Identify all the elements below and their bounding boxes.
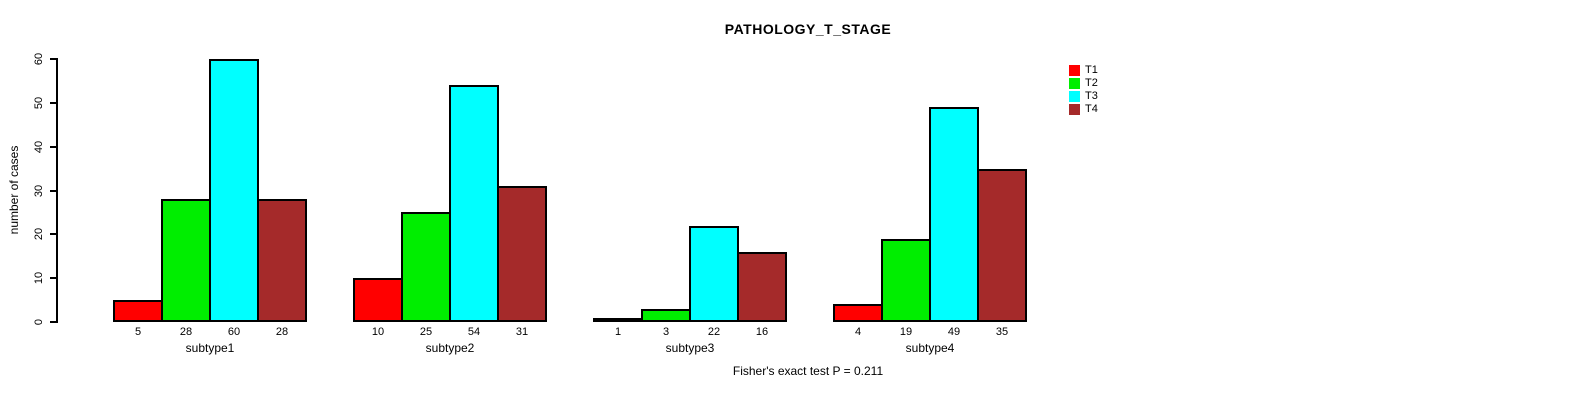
legend-swatch-T4: [1069, 104, 1080, 115]
legend-item-T4: T4: [1069, 103, 1098, 116]
y-tick-label: 40: [33, 140, 45, 153]
legend-label: T2: [1085, 77, 1098, 89]
group-label-subtype1: subtype1: [185, 341, 235, 355]
y-tick-label: 30: [33, 184, 45, 197]
y-tick-label: 50: [33, 96, 45, 109]
bar-value-label: 35: [995, 326, 1009, 338]
legend-item-T3: T3: [1069, 90, 1098, 103]
bar-subtype4-T3: [929, 107, 979, 322]
bar-subtype3-T4: [737, 252, 787, 322]
bar-subtype3-T2: [641, 309, 691, 322]
fisher-test-annotation: Fisher's exact test P = 0.211: [732, 364, 884, 378]
legend-label: T4: [1085, 103, 1098, 115]
bar-subtype3-T1: [593, 318, 643, 322]
legend-swatch-T2: [1069, 78, 1080, 89]
bar-subtype1-T3: [209, 59, 259, 322]
bar-value-label: 3: [662, 326, 670, 338]
bar-subtype4-T1: [833, 304, 883, 322]
y-tick-label: 0: [33, 318, 45, 326]
bar-subtype2-T2: [401, 212, 451, 322]
bar-value-label: 31: [515, 326, 529, 338]
group-label-subtype3: subtype3: [665, 341, 715, 355]
y-tick: [50, 277, 56, 280]
y-tick: [50, 58, 56, 60]
bar-value-label: 19: [899, 326, 913, 338]
bar-value-label: 28: [179, 326, 193, 338]
y-tick: [50, 101, 56, 104]
y-tick: [50, 233, 56, 236]
bar-value-label: 4: [854, 326, 862, 338]
bar-value-label: 16: [755, 326, 769, 338]
bar-value-label: 1: [614, 326, 622, 338]
bar-subtype3-T3: [689, 226, 739, 322]
bar-value-label: 22: [707, 326, 721, 338]
y-tick-label: 20: [33, 228, 45, 241]
bar-value-label: 60: [227, 326, 241, 338]
bar-subtype4-T4: [977, 169, 1027, 322]
y-tick: [50, 321, 56, 323]
y-axis-line: [56, 58, 58, 323]
legend: T1 T2 T3 T4: [1069, 64, 1098, 116]
bar-value-label: 25: [419, 326, 433, 338]
bar-subtype1-T1: [113, 300, 163, 322]
bar-subtype2-T3: [449, 85, 499, 322]
legend-label: T3: [1085, 90, 1098, 102]
bar-value-label: 28: [275, 326, 289, 338]
chart-title: PATHOLOGY_T_STAGE: [724, 21, 892, 37]
legend-swatch-T3: [1069, 91, 1080, 102]
legend-swatch-T1: [1069, 65, 1080, 76]
y-axis-title: number of cases: [7, 145, 21, 235]
bar-value-label: 49: [947, 326, 961, 338]
y-tick-label: 10: [33, 272, 45, 285]
bar-subtype2-T1: [353, 278, 403, 322]
bar-subtype4-T2: [881, 239, 931, 322]
group-label-subtype4: subtype4: [905, 341, 955, 355]
bar-subtype2-T4: [497, 186, 547, 322]
bar-subtype1-T2: [161, 199, 211, 322]
bar-subtype1-T4: [257, 199, 307, 322]
bar-value-label: 5: [134, 326, 142, 338]
legend-label: T1: [1085, 64, 1098, 76]
bar-value-label: 54: [467, 326, 481, 338]
y-tick: [50, 189, 56, 192]
bar-value-label: 10: [371, 326, 385, 338]
legend-item-T2: T2: [1069, 77, 1098, 90]
y-tick: [50, 145, 56, 148]
legend-item-T1: T1: [1069, 64, 1098, 77]
y-tick-label: 60: [33, 52, 45, 66]
group-label-subtype2: subtype2: [425, 341, 475, 355]
